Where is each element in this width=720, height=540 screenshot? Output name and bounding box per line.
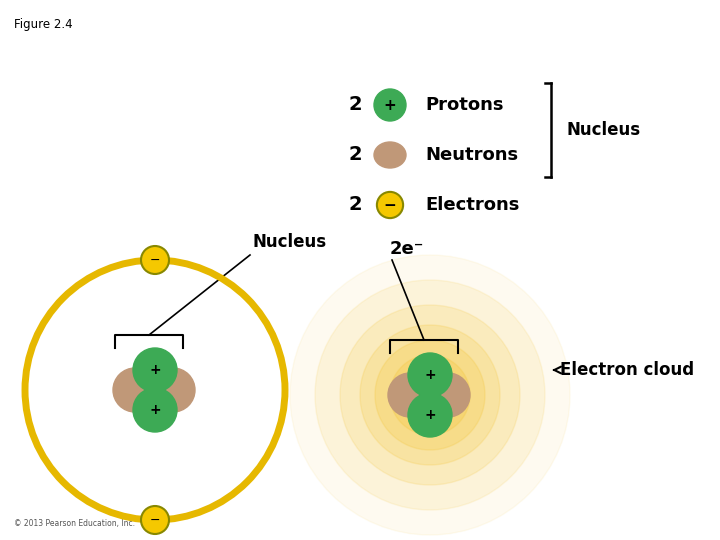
Text: Protons: Protons — [425, 96, 503, 114]
Circle shape — [340, 305, 520, 485]
Text: −: − — [150, 514, 161, 526]
Circle shape — [390, 355, 470, 435]
Ellipse shape — [374, 142, 406, 168]
Circle shape — [377, 192, 403, 218]
Circle shape — [141, 506, 169, 534]
Text: +: + — [149, 363, 161, 377]
Text: Figure 2.4: Figure 2.4 — [14, 18, 73, 31]
Text: +: + — [384, 98, 397, 112]
Text: +: + — [424, 368, 436, 382]
Circle shape — [133, 348, 177, 392]
Circle shape — [374, 89, 406, 121]
Circle shape — [388, 373, 432, 417]
Text: 2: 2 — [348, 145, 362, 165]
Circle shape — [408, 353, 452, 397]
Circle shape — [141, 246, 169, 274]
Circle shape — [290, 255, 570, 535]
Circle shape — [151, 368, 195, 412]
Text: Electrons: Electrons — [425, 196, 519, 214]
Text: −: − — [384, 198, 397, 213]
Text: 2e⁻: 2e⁻ — [390, 240, 424, 258]
Text: −: − — [150, 253, 161, 267]
Text: +: + — [149, 403, 161, 417]
Text: 2: 2 — [348, 195, 362, 214]
Circle shape — [405, 370, 455, 420]
Circle shape — [408, 393, 452, 437]
Text: Nucleus: Nucleus — [567, 121, 641, 139]
Text: 2: 2 — [348, 96, 362, 114]
Text: Neutrons: Neutrons — [425, 146, 518, 164]
Text: Nucleus: Nucleus — [252, 233, 326, 251]
Text: Electron cloud: Electron cloud — [554, 361, 694, 379]
Text: +: + — [424, 408, 436, 422]
Circle shape — [133, 388, 177, 432]
Circle shape — [315, 280, 545, 510]
Text: © 2013 Pearson Education, Inc.: © 2013 Pearson Education, Inc. — [14, 519, 135, 528]
Circle shape — [426, 373, 470, 417]
Circle shape — [360, 325, 500, 465]
Circle shape — [113, 368, 157, 412]
Circle shape — [375, 340, 485, 450]
